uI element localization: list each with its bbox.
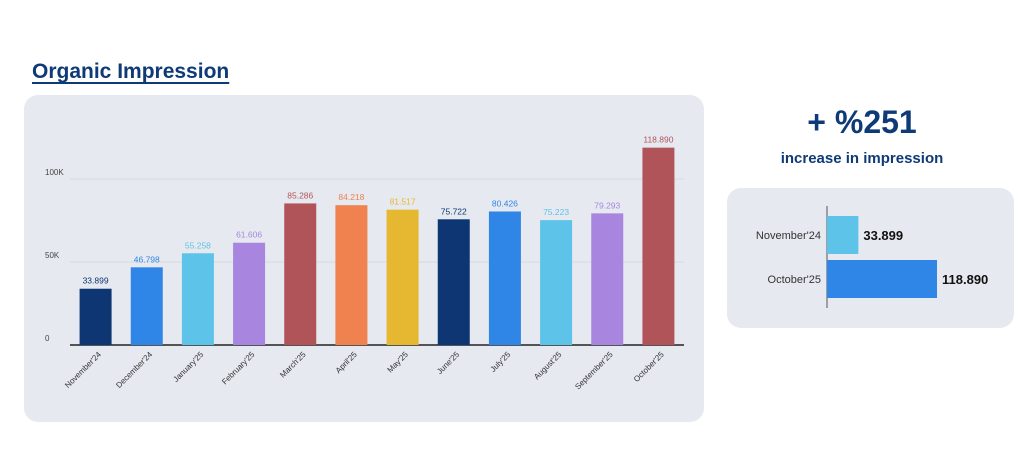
comparison-chart: November'24 33.899 October'25 118.890 bbox=[756, 206, 988, 308]
page-title: Organic Impression bbox=[32, 60, 230, 83]
bar bbox=[386, 209, 419, 345]
bar-value-label: 118.890 bbox=[942, 272, 988, 287]
y-tick-label: 50K bbox=[45, 251, 60, 260]
x-tick-label: December'24 bbox=[114, 350, 154, 390]
bar-value-label: 46.798 bbox=[134, 254, 160, 264]
x-tick-label: May'25 bbox=[386, 350, 411, 375]
bar bbox=[827, 260, 937, 298]
x-tick-label: August'25 bbox=[532, 350, 564, 382]
bar bbox=[540, 220, 573, 345]
increase-headline: + %251 bbox=[807, 104, 917, 140]
bar-value-label: 75.223 bbox=[543, 207, 569, 217]
increase-subline: increase in impression bbox=[780, 150, 944, 167]
x-tick-label: June'25 bbox=[435, 350, 461, 376]
bar bbox=[335, 205, 368, 345]
x-tick-label: September'25 bbox=[573, 350, 615, 392]
bar bbox=[79, 288, 112, 345]
bar-value-label: 118.890 bbox=[643, 135, 673, 145]
bar-value-label: 75.722 bbox=[441, 206, 467, 216]
x-tick-label: November'24 bbox=[63, 350, 103, 390]
category-label: October'25 bbox=[768, 274, 821, 286]
bar bbox=[591, 213, 624, 345]
bar-value-label: 79.293 bbox=[594, 200, 620, 210]
bar-value-label: 84.218 bbox=[338, 192, 364, 202]
comparison-panel: November'24 33.899 October'25 118.890 bbox=[727, 188, 1014, 328]
x-tick-label: March'25 bbox=[278, 350, 308, 380]
x-tick-label: April'25 bbox=[334, 350, 359, 375]
y-tick-label: 0 bbox=[45, 334, 50, 343]
bar-value-label: 55.258 bbox=[185, 240, 211, 250]
x-tick-label: January'25 bbox=[171, 350, 205, 384]
bar-value-label: 33.899 bbox=[863, 228, 903, 243]
x-tick-label: October'25 bbox=[632, 350, 666, 384]
x-tick-label: July'25 bbox=[489, 350, 513, 374]
bar-value-label: 61.606 bbox=[236, 230, 262, 240]
bar bbox=[284, 203, 317, 345]
y-tick-label: 100K bbox=[45, 168, 64, 177]
bar-value-label: 85.286 bbox=[287, 190, 313, 200]
bar bbox=[181, 253, 214, 345]
bar bbox=[437, 219, 470, 345]
bar-value-label: 33.899 bbox=[83, 276, 109, 286]
x-tick-label: February'25 bbox=[220, 350, 257, 387]
category-label: November'24 bbox=[756, 230, 821, 242]
bar-value-label: 81.517 bbox=[390, 197, 416, 207]
monthly-impressions-panel: 0 50K 100K 33.899 November'24 46.798 December'… bbox=[24, 95, 704, 422]
bar bbox=[488, 211, 521, 345]
bar-value-label: 80.426 bbox=[492, 198, 518, 208]
monthly-impressions-chart: 0 50K 100K 33.899 November'24 46.798 December'… bbox=[45, 135, 684, 392]
bar bbox=[233, 242, 266, 345]
bar bbox=[827, 216, 859, 254]
bar bbox=[130, 267, 163, 345]
bar bbox=[642, 147, 675, 345]
